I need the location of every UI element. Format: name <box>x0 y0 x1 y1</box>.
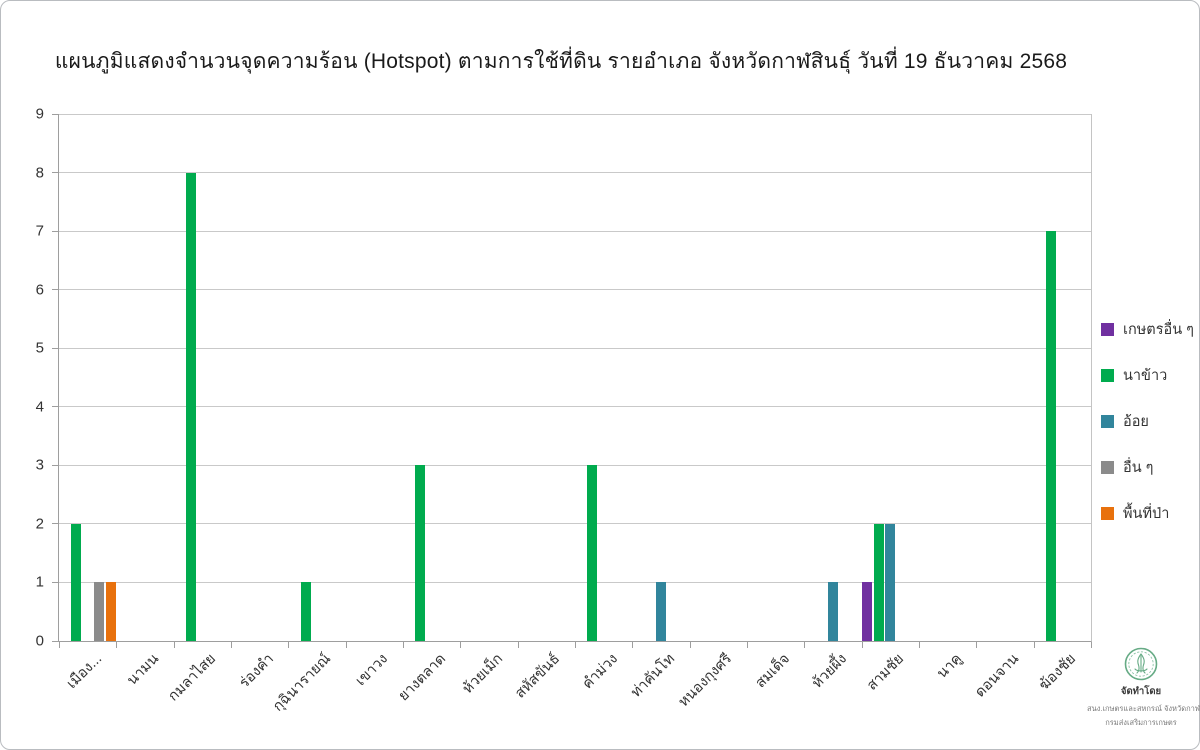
gridline <box>59 347 1091 349</box>
gridline <box>59 406 1091 408</box>
bar-นาข้าว-สามชัย <box>873 523 884 641</box>
gridline <box>59 581 1091 583</box>
bar-เกษตรอื่น ๆ-สามชัย <box>862 582 873 641</box>
bar-นาข้าว-เมือง... <box>71 523 82 641</box>
hotspot-bar-chart: 0 1 2 3 4 5 6 7 8 9 เมือง... นามน กมลาไสย ร่องคำ กุฉิน… <box>36 106 1092 715</box>
gridline <box>59 289 1091 291</box>
x-axis-tick <box>345 642 347 648</box>
legend-item: เกษตรอื่น ๆ <box>1101 306 1194 352</box>
legend-item: อื่น ๆ <box>1101 444 1194 490</box>
legend-swatch-icon <box>1101 414 1114 428</box>
legend-swatch-icon <box>1101 506 1114 520</box>
x-axis-tick <box>632 642 634 648</box>
x-axis-tick <box>288 642 290 648</box>
y-axis-tick <box>52 581 58 583</box>
credit-line-1: สนง.เกษตรและสหกรณ์ จังหวัดกาฬสินธุ์ <box>1087 704 1200 713</box>
province-emblem-icon <box>1124 647 1158 681</box>
x-axis-tick <box>173 642 175 648</box>
gridline <box>59 464 1091 466</box>
x-axis-tick <box>517 642 519 648</box>
y-axis-tick <box>52 289 58 291</box>
y-axis-tick <box>52 464 58 466</box>
legend-label: เกษตรอื่น ๆ <box>1123 321 1194 338</box>
chart-title: แผนภูมิแสดงจำนวนจุดความร้อน (Hotspot) ตา… <box>54 50 1068 73</box>
x-axis-tick <box>1091 642 1092 648</box>
x-axis-tick <box>861 642 863 648</box>
bar-อ้อย-สามชัย <box>885 523 896 641</box>
y-axis-label: 9 <box>35 105 44 123</box>
x-axis-tick <box>689 642 691 648</box>
plot-area <box>52 113 1092 648</box>
x-axis-tick <box>804 642 806 648</box>
legend-swatch-icon <box>1101 322 1114 336</box>
y-axis-label: 4 <box>35 398 44 416</box>
bar-อ้อย-ท่าคันโท <box>656 582 666 641</box>
y-axis-tick <box>52 406 58 408</box>
chart-legend: เกษตรอื่น ๆนาข้าวอ้อยอื่น ๆพื้นที่ป่า <box>1101 306 1194 536</box>
bar-นาข้าว-ยางตลาด <box>415 465 426 641</box>
y-axis-label: 8 <box>35 164 44 182</box>
y-axis-label: 7 <box>35 222 44 240</box>
y-axis-label: 3 <box>35 456 44 474</box>
gridline <box>59 523 1091 525</box>
x-axis-tick <box>116 642 118 648</box>
y-axis-tick <box>52 640 58 642</box>
x-axis-tick <box>919 642 920 648</box>
legend-label: นาข้าว <box>1123 367 1168 384</box>
bar-อื่น ๆ-เมือง... <box>94 582 105 641</box>
x-axis-tick <box>59 642 60 648</box>
legend-swatch-icon <box>1101 368 1114 382</box>
x-axis-tick <box>460 642 462 648</box>
bar-อ้อย-ห้วยผึ้ง <box>828 582 838 641</box>
legend-label: อ้อย <box>1123 413 1149 430</box>
bar-นาข้าว-คำม่วง <box>587 465 598 641</box>
credit-line-2: กรมส่งเสริมการเกษตร <box>1105 718 1177 728</box>
bar-พื้นที่ป่า-เมือง... <box>105 582 116 641</box>
gridline <box>59 230 1091 232</box>
bar-นาข้าว-กุฉินารายณ์ <box>300 582 311 641</box>
legend-label: อื่น ๆ <box>1123 459 1154 476</box>
gridline <box>59 172 1091 174</box>
x-axis-tick <box>747 642 748 648</box>
legend-item: อ้อย <box>1101 398 1194 444</box>
legend-swatch-icon <box>1101 460 1114 474</box>
bar-นาข้าว-กมลาไสย <box>185 172 196 641</box>
gridline <box>59 113 1091 115</box>
y-axis-label: 1 <box>35 573 44 591</box>
y-axis-label: 0 <box>35 632 44 650</box>
y-axis-tick <box>52 523 58 525</box>
y-axis-tick <box>52 113 58 115</box>
legend-item: นาข้าว <box>1101 352 1194 398</box>
credit-heading: จัดทำโดย <box>1120 686 1162 697</box>
y-axis-tick <box>52 347 58 349</box>
y-axis-label: 5 <box>35 339 44 357</box>
legend-item: พื้นที่ป่า <box>1101 490 1194 536</box>
y-axis-label: 6 <box>35 281 44 299</box>
bar-นาข้าว-ฆ้องชัย <box>1045 231 1056 641</box>
legend-label: พื้นที่ป่า <box>1123 505 1170 522</box>
x-axis-tick <box>575 642 576 648</box>
y-axis-tick <box>52 172 58 174</box>
x-axis-tick <box>403 642 404 648</box>
x-axis-tick <box>231 642 232 648</box>
x-axis-tick <box>976 642 978 648</box>
y-axis-label: 2 <box>35 515 44 533</box>
y-axis-tick <box>52 230 58 232</box>
x-axis-tick <box>1033 642 1035 648</box>
credit-block: จัดทำโดย สนง.เกษตรและสหกรณ์ จังหวัดกาฬสิ… <box>1087 647 1200 731</box>
